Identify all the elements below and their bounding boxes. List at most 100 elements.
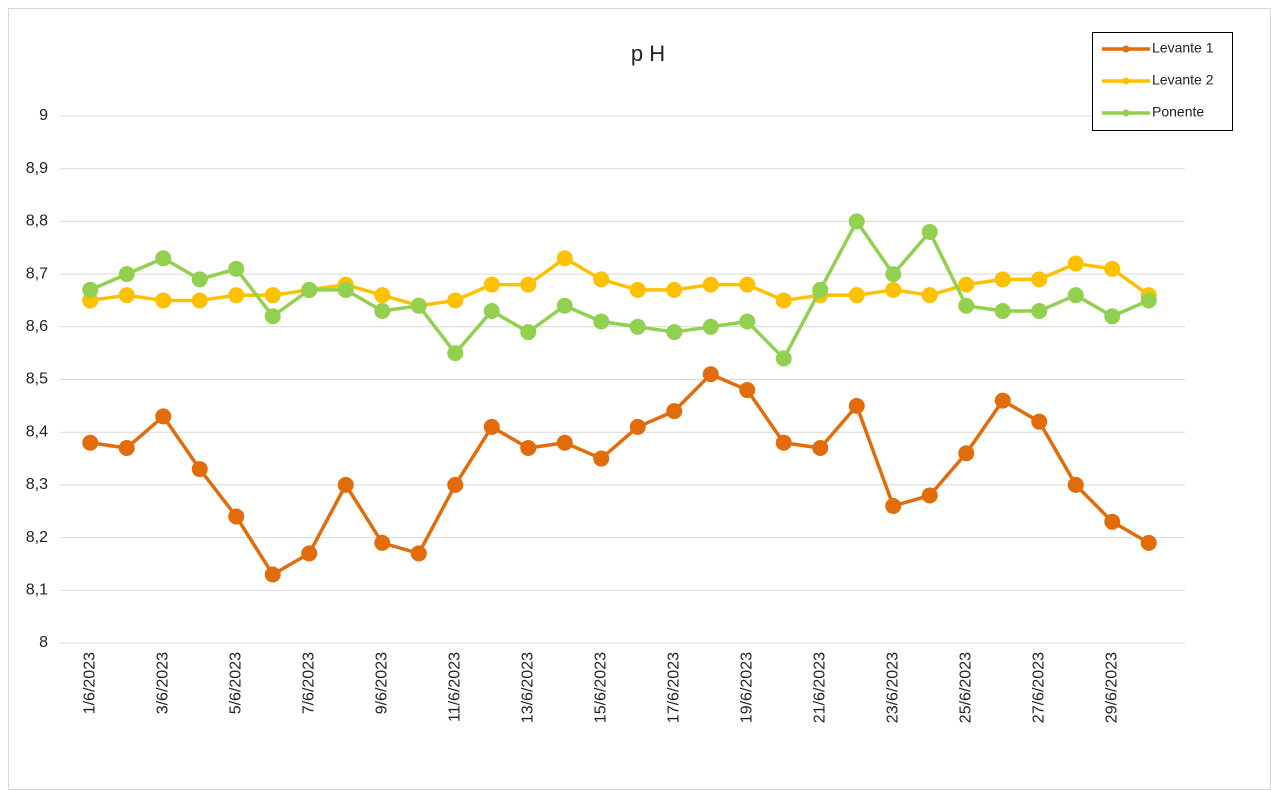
data-point xyxy=(337,281,354,298)
chart-frame xyxy=(8,8,1271,790)
data-point xyxy=(593,313,610,330)
data-point xyxy=(520,440,537,457)
data-point xyxy=(118,287,135,304)
data-point xyxy=(82,434,99,451)
legend: Levante 1 Levante 2 Ponente xyxy=(1092,32,1233,131)
data-point xyxy=(520,324,537,341)
data-point xyxy=(812,440,829,457)
data-point xyxy=(483,418,500,435)
data-point xyxy=(374,302,391,319)
data-point xyxy=(228,260,245,277)
data-point xyxy=(410,297,427,314)
data-point xyxy=(191,271,208,288)
data-point xyxy=(228,287,245,304)
data-point xyxy=(1031,302,1048,319)
y-tick-label: 9 xyxy=(39,107,48,124)
data-point xyxy=(629,418,646,435)
y-tick-label: 8,5 xyxy=(26,371,48,388)
data-point xyxy=(1140,292,1157,309)
data-point xyxy=(921,287,938,304)
data-point xyxy=(118,266,135,283)
data-point xyxy=(1067,476,1084,493)
data-point xyxy=(374,534,391,551)
data-point xyxy=(155,292,172,309)
data-point xyxy=(82,281,99,298)
data-point xyxy=(885,281,902,298)
legend-marker xyxy=(1122,109,1130,117)
legend-marker xyxy=(1122,77,1130,85)
x-tick-label: 15/6/2023 xyxy=(592,652,609,723)
data-point xyxy=(1067,287,1084,304)
y-tick-label: 8 xyxy=(39,634,48,651)
data-point xyxy=(301,545,318,562)
data-point xyxy=(812,281,829,298)
data-point xyxy=(958,276,975,293)
data-point xyxy=(1104,260,1121,277)
x-tick-label: 27/6/2023 xyxy=(1030,652,1047,723)
x-tick-label: 19/6/2023 xyxy=(738,652,755,723)
data-point xyxy=(447,292,464,309)
legend-label: Ponente xyxy=(1152,104,1204,120)
legend-label: Levante 2 xyxy=(1152,72,1214,88)
chart-title: p H xyxy=(631,41,665,66)
data-point xyxy=(301,281,318,298)
data-point xyxy=(629,281,646,298)
data-point xyxy=(374,287,391,304)
x-tick-label: 17/6/2023 xyxy=(665,652,682,723)
data-point xyxy=(666,324,683,341)
data-point xyxy=(848,287,865,304)
data-point xyxy=(994,392,1011,409)
data-point xyxy=(739,276,756,293)
legend-label: Levante 1 xyxy=(1152,40,1214,56)
data-point xyxy=(191,461,208,478)
data-point xyxy=(483,302,500,319)
data-point xyxy=(1140,534,1157,551)
x-tick-label: 29/6/2023 xyxy=(1103,652,1120,723)
y-tick-label: 8,4 xyxy=(26,423,48,440)
data-point xyxy=(885,497,902,514)
data-point xyxy=(958,297,975,314)
data-point xyxy=(556,297,573,314)
data-point xyxy=(447,345,464,362)
y-tick-label: 8,6 xyxy=(26,318,48,335)
x-tick-label: 23/6/2023 xyxy=(884,652,901,723)
data-point xyxy=(264,308,281,325)
y-tick-label: 8,7 xyxy=(26,265,48,282)
data-point xyxy=(739,382,756,399)
data-point xyxy=(885,266,902,283)
data-point xyxy=(629,318,646,335)
data-point xyxy=(410,545,427,562)
x-tick-label: 21/6/2023 xyxy=(811,652,828,723)
data-point xyxy=(155,250,172,267)
data-point xyxy=(848,213,865,230)
data-point xyxy=(1067,255,1084,272)
y-tick-label: 8,9 xyxy=(26,160,48,177)
series-line xyxy=(89,372,1150,577)
data-point xyxy=(921,487,938,504)
data-point xyxy=(994,271,1011,288)
data-point xyxy=(994,302,1011,319)
data-point xyxy=(702,318,719,335)
data-point xyxy=(1031,413,1048,430)
data-point xyxy=(264,566,281,583)
data-point xyxy=(447,476,464,493)
data-point xyxy=(775,292,792,309)
data-point xyxy=(520,276,537,293)
x-tick-label: 9/6/2023 xyxy=(373,652,390,714)
data-point xyxy=(483,276,500,293)
y-tick-label: 8,2 xyxy=(26,529,48,546)
data-point xyxy=(228,508,245,525)
data-point xyxy=(337,476,354,493)
x-tick-label: 3/6/2023 xyxy=(154,652,171,714)
legend-marker xyxy=(1122,45,1130,53)
data-point xyxy=(921,223,938,240)
data-point xyxy=(958,445,975,462)
data-point xyxy=(556,250,573,267)
x-tick-label: 5/6/2023 xyxy=(227,652,244,714)
data-point xyxy=(593,271,610,288)
y-tick-label: 8,8 xyxy=(26,213,48,230)
x-tick-label: 25/6/2023 xyxy=(957,652,974,723)
y-tick-label: 8,3 xyxy=(26,476,48,493)
data-point xyxy=(593,450,610,467)
